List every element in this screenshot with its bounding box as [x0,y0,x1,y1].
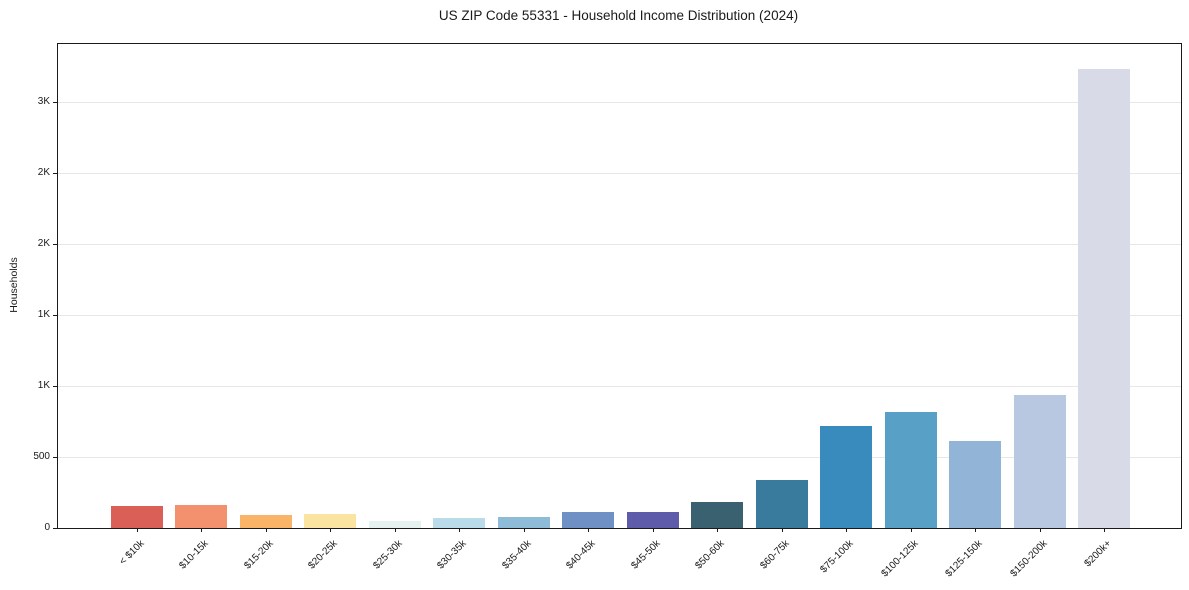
x-tick-label: $10-15k [177,538,212,572]
bar-$125-150k [949,440,1002,528]
x-tick-label: $100-125k [879,538,921,580]
bar-$200k+ [1078,68,1130,528]
x-axis-tick [975,528,977,532]
y-tick-label: 2K [37,167,50,179]
x-tick-label: $200k+ [1082,538,1114,570]
x-axis-tick [588,528,590,532]
x-tick-label: $75-100k [818,538,856,576]
y-axis-tick [53,385,57,387]
bar-$75-100k [820,425,873,528]
x-tick-label: $60-75k [757,538,792,572]
y-tick-label: 1K [37,309,50,321]
gridline [58,314,1181,316]
plot-area: 0 500 1K 1K 2K 2K 3K < $10k $10-15k $15-20k $20-25… [33,43,1182,579]
bar-$30-35k [433,518,486,528]
chart-title: US ZIP Code 55331 - Household Income Dis… [438,8,799,23]
x-axis-tick [459,528,461,532]
x-tick-label: $125-150k [943,538,985,580]
bar-$150-200k [1013,395,1066,528]
x-tick-label: $50-60k [693,538,727,572]
x-axis-tick [846,528,848,532]
x-axis-tick [523,528,525,532]
y-axis-tick [53,243,57,245]
y-tick-label: 0 [44,522,50,533]
bar-$50-60k [691,501,744,528]
x-tick-label: $40-45k [564,538,598,572]
x-tick-label: $150-200k [1007,538,1050,580]
bar-< $10k [111,506,163,528]
bar-$45-50k [626,512,679,528]
bar-$10-15k [175,505,228,528]
x-axis-tick [910,528,912,532]
x-tick-label: $30-35k [435,538,469,572]
bar-$100-125k [884,412,937,528]
x-axis-tick [717,528,719,532]
x-axis-tick [1039,528,1041,532]
x-tick-label: < $10k [117,538,147,568]
x-tick-label: $35-40k [500,538,534,572]
gridline [58,172,1181,174]
x-axis-tick [781,528,783,532]
bar-$25-30k [368,520,421,528]
y-axis-tick [53,172,57,174]
y-axis-tick [53,527,57,529]
x-tick-label: $20-25k [306,538,341,572]
bar-$15-20k [239,514,292,528]
x-axis-tick [137,528,138,532]
bar-$20-25k [304,513,357,528]
x-tick-label: $15-20k [242,538,276,572]
gridline [58,385,1181,387]
x-axis-tick [1104,528,1105,532]
y-axis-tick [53,314,57,316]
bar-$60-75k [755,479,808,528]
y-axis-tick [53,101,57,103]
x-axis-tick [201,528,203,532]
y-tick-label: 500 [33,451,50,463]
bar-$35-40k [497,516,550,528]
gridline [58,101,1181,103]
x-axis-tick [330,528,332,532]
y-axis-tick [53,456,57,458]
x-axis-tick [265,528,267,532]
bar-$40-45k [562,511,615,528]
gridline [58,456,1181,458]
x-axis-tick [652,528,654,532]
gridline [58,243,1181,245]
x-tick-label: $25-30k [371,538,405,572]
y-tick-label: 2K [37,238,50,250]
y-tick-label: 3K [37,96,50,108]
x-tick-label: $45-50k [629,538,663,572]
x-axis-tick [394,528,396,532]
y-axis-label: Households [8,257,20,313]
y-tick-label: 1K [37,380,50,392]
